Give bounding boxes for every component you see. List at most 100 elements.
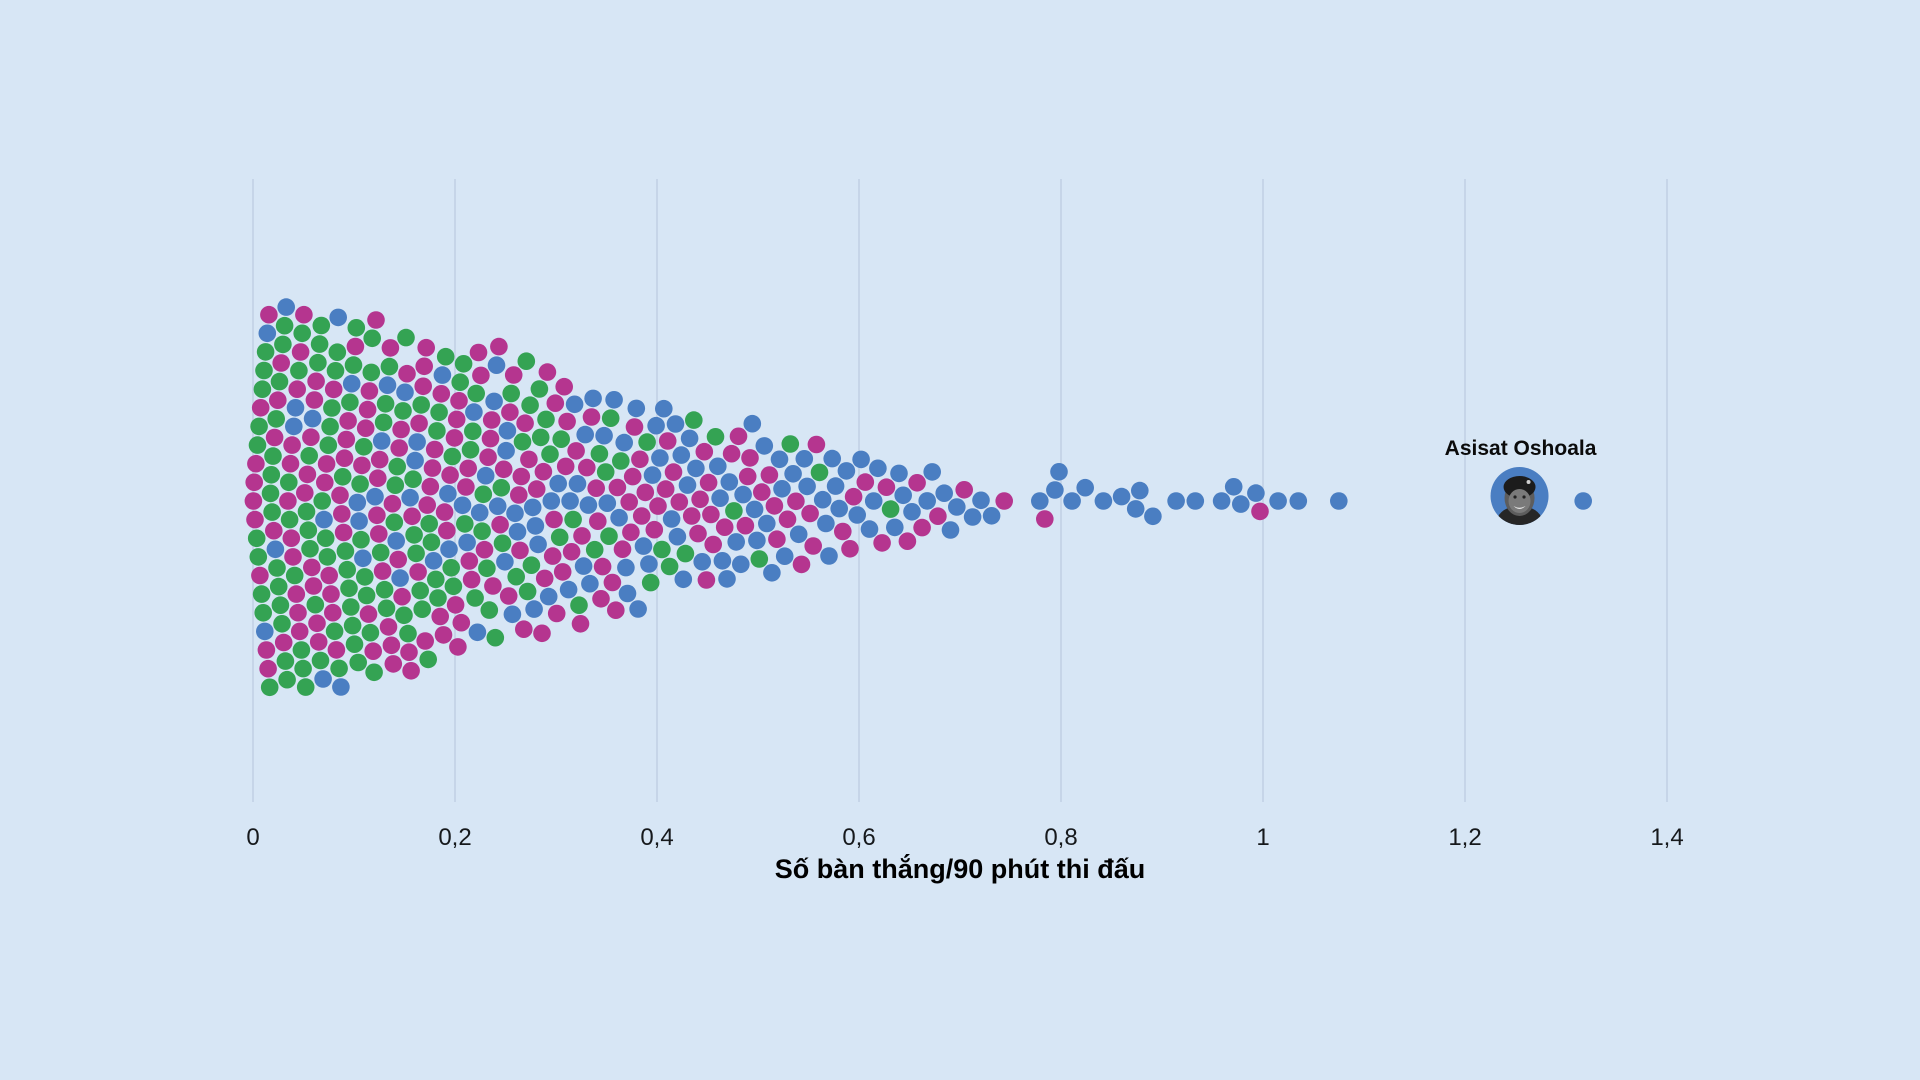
dot-magenta [787, 492, 805, 511]
dot-magenta [370, 525, 388, 543]
dot-green [397, 328, 415, 347]
dot-magenta [304, 577, 323, 595]
dot-magenta [410, 414, 428, 433]
dot-blue [948, 498, 966, 516]
dot-green [306, 595, 325, 614]
dot-magenta [682, 507, 701, 525]
dot-blue [798, 477, 816, 496]
dot-green [341, 393, 359, 412]
dot-green [781, 435, 800, 453]
dot-blue [651, 449, 669, 467]
dot-green [427, 570, 445, 589]
dot-magenta [327, 641, 346, 659]
dot-green [270, 372, 289, 391]
dot-green [492, 479, 511, 497]
dot-magenta [246, 510, 264, 529]
dot-blue [629, 600, 647, 618]
dot-green [413, 600, 432, 618]
dot-blue [820, 547, 838, 565]
dot-green [316, 529, 335, 547]
dot-magenta [649, 497, 667, 515]
dot-magenta [333, 505, 351, 523]
dot-blue [615, 433, 633, 452]
dot-blue [329, 308, 348, 327]
dot-magenta [929, 507, 947, 525]
dot-green [376, 395, 395, 413]
dot-magenta [370, 450, 389, 469]
dot-magenta [873, 534, 891, 552]
dot-magenta [403, 507, 421, 526]
dot-green [300, 447, 319, 465]
dot-magenta [450, 392, 468, 410]
dot-green [419, 650, 438, 669]
dot-blue [903, 503, 921, 521]
dot-green [301, 540, 319, 558]
dot-magenta [303, 558, 321, 577]
dot-green [564, 510, 582, 529]
dot-blue [617, 558, 635, 577]
dot-green [428, 422, 446, 440]
dot-green [407, 544, 425, 563]
dot-magenta [738, 467, 757, 486]
dot-blue [668, 527, 687, 546]
dot-magenta [417, 338, 436, 357]
dot-blue [366, 487, 384, 506]
dot-green [268, 559, 286, 577]
dot-magenta [358, 400, 377, 419]
dot-green [395, 606, 413, 625]
dot-green [309, 353, 327, 372]
dot-green [357, 586, 376, 605]
dot-green [325, 622, 344, 641]
dot-green [311, 651, 330, 670]
dot-magenta [589, 512, 607, 530]
dot-magenta [658, 432, 677, 450]
dot-magenta [765, 497, 784, 515]
dot-magenta [547, 604, 566, 623]
dot-magenta [359, 605, 378, 623]
photo-eye-right [1522, 495, 1526, 499]
dot-magenta [582, 408, 601, 426]
dot-magenta [384, 655, 403, 673]
dot-magenta [543, 547, 562, 565]
dot-green [347, 319, 366, 337]
dot-green [552, 430, 570, 449]
dot-green [420, 514, 439, 533]
dot-magenta [484, 577, 502, 595]
dot-blue [963, 508, 982, 526]
dot-green [355, 438, 373, 456]
x-tick-label: 0,2 [438, 824, 471, 851]
dot-magenta [527, 480, 546, 498]
dot-magenta [913, 518, 931, 537]
dot-magenta [545, 510, 563, 529]
dot-magenta [251, 399, 270, 417]
dot-blue [332, 678, 350, 696]
dot-blue [687, 459, 705, 478]
dot-magenta [373, 562, 392, 580]
dot-magenta [457, 478, 475, 496]
dot-magenta [804, 537, 822, 555]
dot-magenta [533, 624, 551, 643]
dot-green [319, 436, 338, 455]
dot-green [278, 670, 296, 689]
dot-blue [918, 492, 936, 510]
dot-green [422, 533, 441, 551]
dot-magenta [511, 541, 529, 560]
dot-magenta [482, 411, 501, 429]
dot-magenta [587, 479, 605, 498]
dot-magenta [305, 391, 324, 409]
dot-green [375, 580, 394, 599]
x-tick-label: 0 [246, 824, 259, 851]
dot-green [461, 441, 480, 459]
dot-blue [758, 514, 776, 533]
dot-green [280, 473, 298, 492]
dot-green [521, 396, 539, 415]
dot-blue [1224, 478, 1243, 496]
dot-magenta [689, 524, 707, 543]
dot-green [351, 475, 369, 493]
dot-green [255, 361, 273, 380]
dot-magenta [324, 603, 342, 622]
dot-magenta [415, 357, 434, 376]
dot-magenta [245, 473, 263, 492]
dot-magenta [324, 380, 343, 399]
